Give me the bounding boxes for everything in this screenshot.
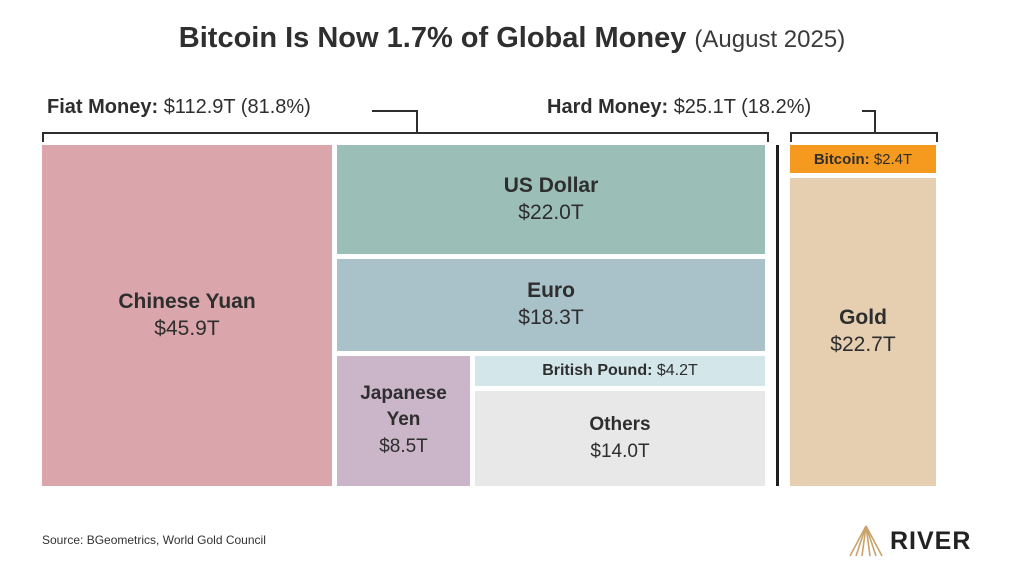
tile-bitcoin-text: Bitcoin: $2.4T (814, 151, 912, 168)
tile-japanese-yen-value: $8.5T (379, 436, 428, 457)
tile-japanese-yen-name-1: Japanese (360, 383, 447, 404)
tile-others-value: $14.0T (590, 440, 650, 462)
tile-us-dollar-name: US Dollar (503, 173, 599, 197)
hard-group-label: Hard Money: $25.1T (18.2%) (547, 96, 811, 119)
hard-value: $25.1T (18.2%) (673, 96, 812, 118)
chart-title-main: Bitcoin Is Now 1.7% of Global Money (178, 22, 687, 54)
chart-title: Bitcoin Is Now 1.7% of Global Money (Aug… (0, 22, 1024, 55)
fiat-value: $112.9T (81.8%) (163, 96, 311, 118)
river-logo-text: RIVER (890, 526, 972, 555)
tile-japanese-yen-name-2: Yen (386, 409, 421, 430)
tile-us-dollar: US Dollar $22.0T (337, 145, 765, 254)
chart-title-date: (August 2025) (694, 26, 846, 53)
tile-us-dollar-value: $22.0T (518, 200, 584, 224)
tile-british-pound: British Pound: $4.2T (475, 356, 765, 386)
tile-others: Others $14.0T (475, 391, 765, 486)
tile-bitcoin-name: Bitcoin: (813, 150, 870, 168)
tile-bitcoin: Bitcoin: $2.4T (790, 145, 936, 173)
hard-bracket (790, 132, 938, 142)
fiat-group-label: Fiat Money: $112.9T (81.8%) (47, 96, 311, 119)
tile-euro-value: $18.3T (518, 306, 584, 329)
river-logo: RIVER (848, 524, 971, 558)
tile-euro-name: Euro (527, 279, 575, 302)
tile-chinese-yuan-value: $45.9T (154, 316, 220, 340)
tile-japanese-yen: Japanese Yen $8.5T (337, 356, 470, 486)
fiat-label: Fiat Money: (47, 96, 159, 118)
tile-gold: Gold $22.7T (790, 178, 936, 486)
fiat-bracket-connector (372, 110, 418, 134)
tile-british-pound-name: British Pound: (542, 362, 653, 379)
tile-euro: Euro $18.3T (337, 259, 765, 351)
hard-label: Hard Money: (547, 96, 669, 118)
tile-bitcoin-value: $2.4T (873, 150, 913, 168)
tile-chinese-yuan-name: Chinese Yuan (118, 289, 256, 313)
hard-bracket-connector (862, 110, 876, 134)
tile-chinese-yuan: Chinese Yuan $45.9T (42, 145, 332, 486)
source-note: Source: BGeometrics, World Gold Council (42, 533, 266, 547)
tile-british-pound-value: $4.2T (656, 362, 698, 379)
tile-gold-value: $22.7T (830, 333, 896, 356)
fiat-bracket (42, 132, 769, 142)
river-mountain-icon (849, 525, 883, 557)
group-divider (776, 145, 779, 486)
tile-british-pound-text: British Pound: $4.2T (542, 362, 698, 380)
tile-gold-name: Gold (839, 306, 887, 329)
tile-others-name: Others (589, 413, 651, 435)
